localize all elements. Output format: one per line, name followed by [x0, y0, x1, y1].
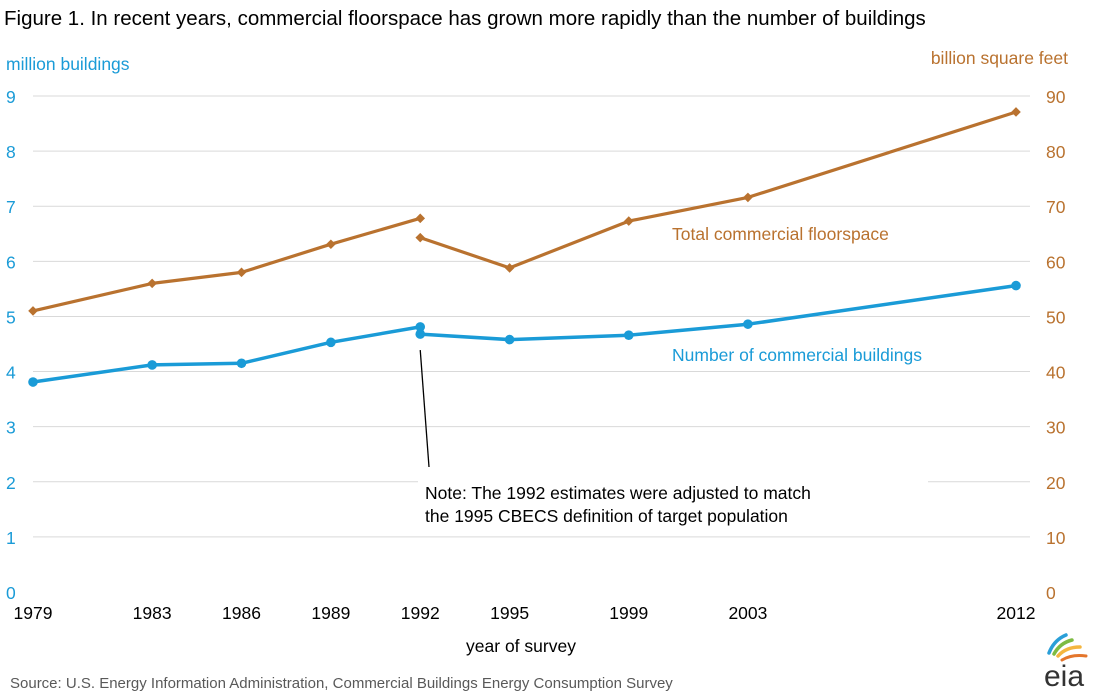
x-tick-label: 1989 [311, 603, 350, 623]
data-point [28, 306, 38, 316]
right-tick-label: 60 [1046, 252, 1066, 272]
series-line [419, 110, 1017, 270]
series-line [32, 216, 421, 313]
left-tick-label: 5 [6, 307, 16, 327]
left-tick-label: 3 [6, 418, 16, 438]
data-point [236, 267, 247, 278]
annotation-line-1: Note: The 1992 estimates were adjusted t… [425, 483, 811, 503]
right-tick-label: 30 [1046, 418, 1066, 438]
series-buildings [28, 280, 1021, 387]
annotation-box [418, 478, 928, 530]
data-point [415, 329, 426, 339]
data-point [504, 263, 515, 273]
series-line [32, 325, 421, 384]
left-axis-ticks: 0 1 2 3 4 5 6 7 8 9 [6, 87, 16, 603]
left-tick-label: 9 [6, 87, 16, 107]
eia-logo: eia [1044, 633, 1088, 693]
left-tick-label: 2 [6, 473, 16, 493]
left-tick-label: 6 [6, 252, 16, 272]
left-axis-label: million buildings [6, 54, 130, 74]
gridlines [33, 95, 1030, 538]
data-point [1011, 280, 1021, 291]
x-axis-ticks: 1979 1983 1986 1989 1992 1995 1999 2003 2012 [14, 603, 1036, 623]
data-point [743, 319, 753, 329]
series-floorspace [28, 107, 1021, 316]
x-tick-label: 2003 [728, 603, 767, 623]
annotation: Note: The 1992 estimates were adjusted t… [418, 350, 928, 530]
eia-logo-text: eia [1044, 660, 1084, 693]
data-point [415, 213, 426, 224]
right-tick-label: 50 [1046, 307, 1066, 327]
chart-title: Figure 1. In recent years, commercial fl… [4, 7, 926, 30]
annotation-leader-line [419, 350, 430, 468]
data-point [743, 192, 753, 203]
data-point [1011, 107, 1021, 117]
right-tick-label: 20 [1046, 473, 1066, 493]
data-point [236, 358, 247, 369]
eia-logo-rays-icon [1047, 633, 1088, 662]
right-tick-label: 70 [1046, 197, 1066, 217]
data-point [623, 330, 634, 340]
right-axis-ticks: 0 10 20 30 40 50 60 70 80 90 [1046, 87, 1066, 603]
left-tick-label: 7 [6, 197, 16, 217]
data-point [147, 278, 157, 289]
data-point [623, 216, 634, 226]
right-tick-label: 40 [1046, 363, 1066, 383]
data-point [326, 337, 336, 348]
x-axis-label: year of survey [466, 636, 576, 656]
data-point [415, 232, 426, 243]
right-tick-label: 0 [1046, 583, 1056, 603]
right-tick-label: 10 [1046, 528, 1066, 548]
series-label-buildings: Number of commercial buildings [672, 345, 922, 365]
series-label-floorspace: Total commercial floorspace [672, 224, 889, 244]
series-line [420, 283, 1017, 342]
x-tick-label: 1979 [14, 603, 53, 623]
data-point [28, 377, 38, 387]
data-point [326, 239, 336, 250]
left-tick-label: 0 [6, 583, 16, 603]
left-tick-label: 8 [6, 142, 16, 162]
right-tick-label: 90 [1046, 87, 1066, 107]
data-point [147, 360, 157, 370]
data-point [415, 322, 426, 332]
source-note: Source: U.S. Energy Information Administ… [10, 675, 673, 692]
data-point [504, 334, 515, 345]
x-tick-label: 1986 [222, 603, 261, 623]
x-tick-label: 1983 [133, 603, 172, 623]
x-tick-label: 1999 [609, 603, 648, 623]
right-axis-label: billion square feet [931, 48, 1068, 68]
series-layer [28, 107, 1021, 387]
left-tick-label: 4 [6, 363, 16, 383]
annotation-line-2: the 1995 CBECS definition of target popu… [425, 506, 788, 526]
x-tick-label: 2012 [997, 603, 1036, 623]
left-tick-label: 1 [6, 528, 16, 548]
x-tick-label: 1992 [401, 603, 440, 623]
right-tick-label: 80 [1046, 142, 1066, 162]
x-tick-label: 1995 [490, 603, 529, 623]
